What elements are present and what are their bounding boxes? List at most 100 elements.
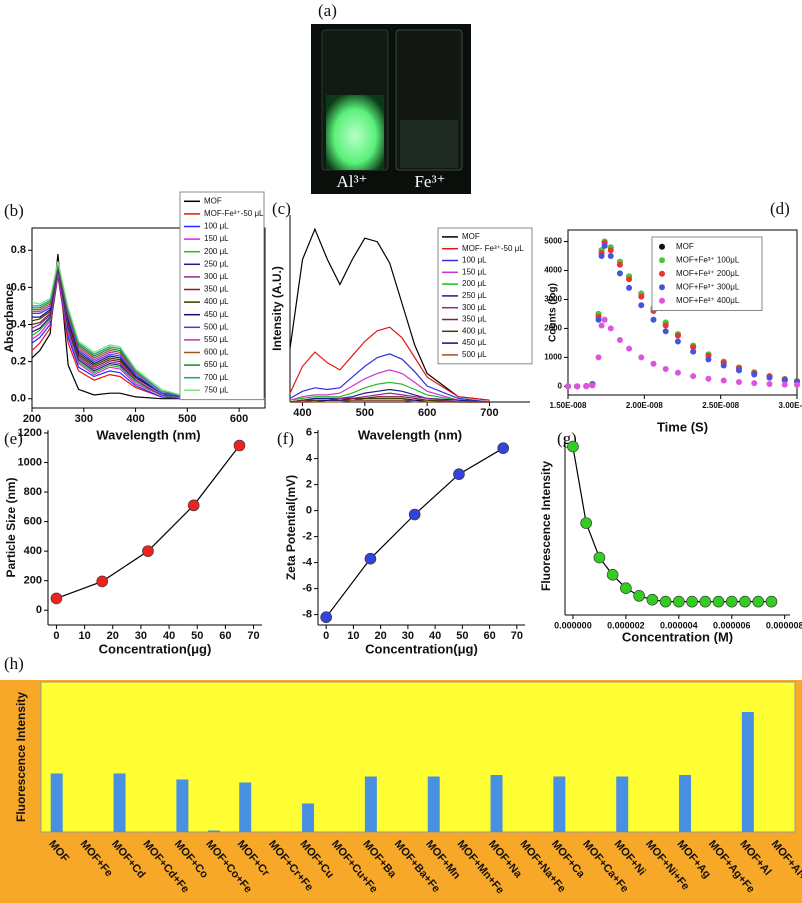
data-point [739,595,751,608]
data-point [650,316,657,323]
data-point [690,373,697,380]
y-tick-label: 800 [24,486,42,498]
data-point [735,378,742,385]
x-tick-label: 60 [219,630,231,642]
series-line [290,399,490,403]
photo-label: Fe³⁺ [414,172,445,191]
x-tick-label: 30 [402,630,414,642]
data-point [497,442,510,455]
panel-label: (b) [4,201,24,220]
data-point [620,582,632,595]
panel-label: (h) [4,654,24,673]
data-point [50,592,63,605]
y-axis-label: Counts (log) [548,283,559,342]
data-point [766,374,773,381]
legend-marker [659,270,665,277]
x-tick-label: 0.000000 [554,620,592,630]
data-point [720,377,727,384]
legend-label: 400 μL [462,326,487,335]
y-tick-label: -2 [302,531,312,543]
y-axis-label: Absorbance [2,283,16,353]
data-point [453,468,465,481]
x-tick-label: 0.000002 [607,620,645,630]
x-tick-label: 0.000004 [660,620,698,630]
data-point [598,322,605,329]
legend-label: 250 μL [462,291,487,300]
x-tick-label: 400 [126,413,144,425]
x-tick-label: 400 [293,407,311,419]
legend-label: 750 μL [204,385,229,394]
data-point [781,381,788,388]
legend-marker [659,257,665,264]
y-tick-label: 2 [306,479,312,491]
data-point [650,360,657,367]
series-line [289,353,490,403]
x-tick-label: 2.50E-008 [702,401,739,410]
data-point [673,595,685,608]
y-axis-label: Fluorescence Intensity [539,461,553,591]
data-point [616,337,623,343]
legend-marker [659,243,665,250]
data-point [686,595,698,608]
legend-box [651,236,763,311]
y-tick-label: -8 [302,609,312,621]
series-line [31,268,266,400]
data-point [662,322,669,329]
series-line [31,253,265,400]
x-tick-label: 40 [163,630,175,642]
data-point [233,439,246,452]
data-point [96,575,109,588]
legend-label: 200 μL [204,247,229,256]
bar [490,775,503,832]
legend-label: 100 μL [204,222,229,231]
y-tick-label: 3000 [544,295,562,304]
bar [427,776,440,832]
legend-label: 650 μL [204,360,229,369]
vial-glow [326,95,384,170]
bar [207,830,220,832]
y-axis-label: Particle Size (nm) [4,477,18,577]
data-point [659,595,672,608]
y-axis-label: Zeta Potential(mV) [284,475,298,580]
data-point [794,381,800,388]
panel-label: (f) [277,429,294,448]
legend-label: MOF- Fe³⁺-50 μL [462,244,524,253]
x-tick-label: 30 [135,630,147,642]
legend-label: 350 μL [462,315,487,324]
x-axis-label: Concentration(μg) [365,641,478,656]
y-tick-label: 4000 [544,266,562,275]
y-tick-label: -4 [302,557,313,569]
legend-label: 250 μL [204,259,229,268]
data-point [607,253,614,260]
data-point [751,371,758,378]
bar [302,803,315,832]
data-point [646,593,659,606]
y-tick-label: 0 [558,381,563,390]
legend-label: 200 μL [462,279,487,288]
vial-liquid [400,120,458,168]
panel-label: (e) [4,429,23,448]
series-line [572,446,772,603]
data-point [607,247,614,254]
data-point [766,381,773,387]
legend-marker [659,297,665,304]
data-point [626,345,633,352]
legend-label: 450 μL [204,310,229,319]
y-tick-label: 1000 [544,352,562,361]
legend-label: MOF [204,196,222,205]
x-tick-label: 700 [480,407,498,419]
data-point [593,551,606,564]
data-point [320,611,332,624]
data-point [752,595,765,608]
legend-label: 300 μL [204,272,229,281]
y-tick-label: 0 [36,604,42,616]
legend-label: MOF+Fe³⁺ 100μL [676,255,740,264]
x-tick-label: 70 [511,630,523,642]
legend-label: 350 μL [204,285,229,294]
x-tick-label: 10 [78,630,90,642]
data-point [638,354,645,361]
y-tick-label: 2000 [544,324,562,333]
data-point [725,595,738,608]
x-tick-label: 1.50E-008 [550,401,587,410]
data-point [595,316,602,323]
